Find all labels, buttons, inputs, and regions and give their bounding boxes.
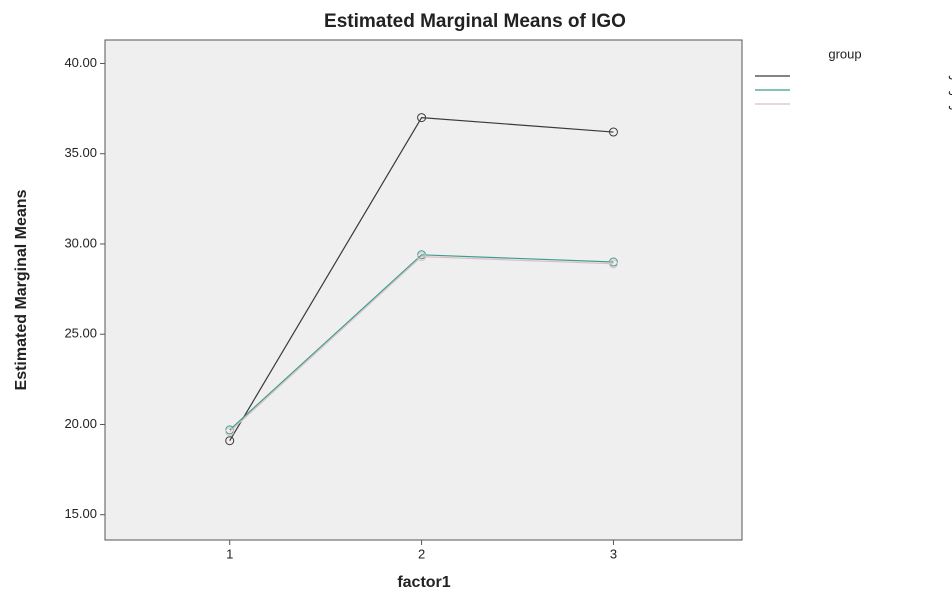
y-tick-label: 20.00	[64, 416, 97, 431]
marker	[417, 252, 427, 262]
y-tick-label: 35.00	[64, 145, 97, 160]
y-tick-label: 30.00	[64, 235, 97, 250]
marker	[225, 436, 235, 446]
marker	[417, 113, 427, 123]
legend-label: روان‌درمانی پویشی کوتاه مدت	[948, 69, 952, 84]
legend-label: رفتار درمانی شناختی	[948, 83, 952, 98]
plot-area	[104, 39, 743, 541]
legend-label: کنترل	[948, 97, 952, 112]
marker	[225, 427, 235, 437]
legend-title: group	[828, 46, 861, 61]
chart-title: Estimated Marginal Means of IGO	[324, 11, 626, 32]
marker	[608, 127, 618, 137]
series-line	[229, 255, 614, 433]
x-tick-label: 1	[226, 546, 233, 561]
x-tick-label: 2	[418, 546, 425, 561]
y-tick-label: 15.00	[64, 506, 97, 521]
y-tick-label: 40.00	[64, 55, 97, 70]
series-line	[229, 116, 614, 442]
y-axis-label: Estimated Marginal Means	[13, 189, 30, 390]
series-line	[229, 254, 614, 431]
x-axis-label: factor1	[397, 574, 450, 591]
x-tick-label: 3	[610, 546, 617, 561]
y-tick-label: 25.00	[64, 326, 97, 341]
marker	[608, 259, 618, 269]
